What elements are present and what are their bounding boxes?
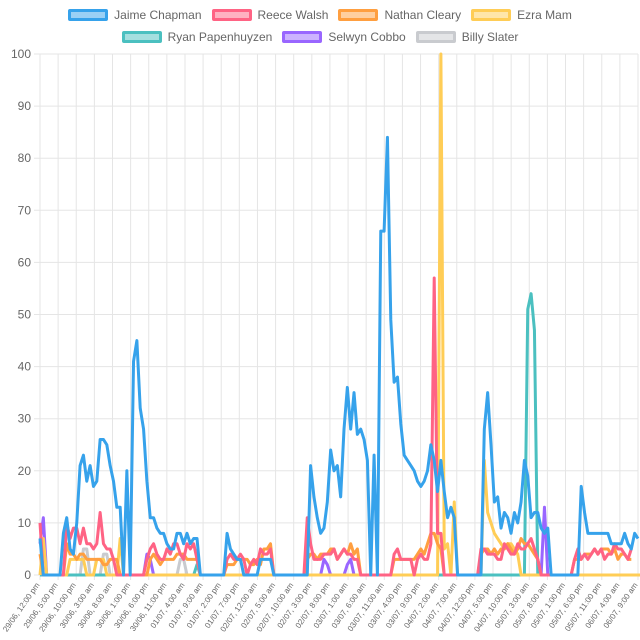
legend-swatch [211,9,252,21]
y-tick-label: 40 [18,360,32,374]
legend-label: Ezra Mam [517,8,572,22]
y-tick-label: 20 [18,464,32,478]
y-tick-label: 70 [18,203,32,217]
y-tick-label: 80 [18,151,32,165]
legend-swatch [415,31,456,43]
legend: Jaime Chapman Reece Walsh Nathan Cleary … [0,4,640,48]
y-tick-label: 10 [18,516,32,530]
legend-item-billy-slater[interactable]: Billy Slater [415,30,519,44]
y-tick-label: 50 [18,308,32,322]
y-tick-label: 0 [24,568,31,582]
y-tick-label: 60 [18,255,32,269]
legend-swatch [121,31,162,43]
legend-row-2: Ryan Papenhuyzen Selwyn Cobbo Billy Slat… [0,26,640,48]
legend-swatch [282,31,323,43]
legend-item-ezra-mam[interactable]: Ezra Mam [471,8,572,22]
legend-label: Ryan Papenhuyzen [167,30,273,44]
legend-item-selwyn-cobbo[interactable]: Selwyn Cobbo [282,30,406,44]
legend-row-1: Jaime Chapman Reece Walsh Nathan Cleary … [0,4,640,26]
y-tick-label: 100 [11,47,31,61]
legend-label: Selwyn Cobbo [328,30,406,44]
series-lines [38,52,640,577]
legend-swatch [68,9,109,21]
y-axis: 0 10 20 30 40 50 60 70 80 90 100 [11,47,31,582]
legend-item-nathan-cleary[interactable]: Nathan Cleary [338,8,461,22]
legend-label: Billy Slater [461,30,519,44]
legend-item-ryan-papenhuyzen[interactable]: Ryan Papenhuyzen [121,30,273,44]
legend-label: Nathan Cleary [384,8,462,22]
legend-label: Reece Walsh [257,8,329,22]
legend-swatch [338,9,379,21]
y-tick-label: 90 [18,99,32,113]
legend-item-reece-walsh[interactable]: Reece Walsh [211,8,329,22]
series-line-reece-walsh [38,276,633,577]
legend-swatch [471,9,512,21]
y-tick-label: 30 [18,412,32,426]
legend-label: Jaime Chapman [114,8,202,22]
legend-item-jaime-chapman[interactable]: Jaime Chapman [68,8,202,22]
series-line-jaime-chapman [38,135,640,577]
